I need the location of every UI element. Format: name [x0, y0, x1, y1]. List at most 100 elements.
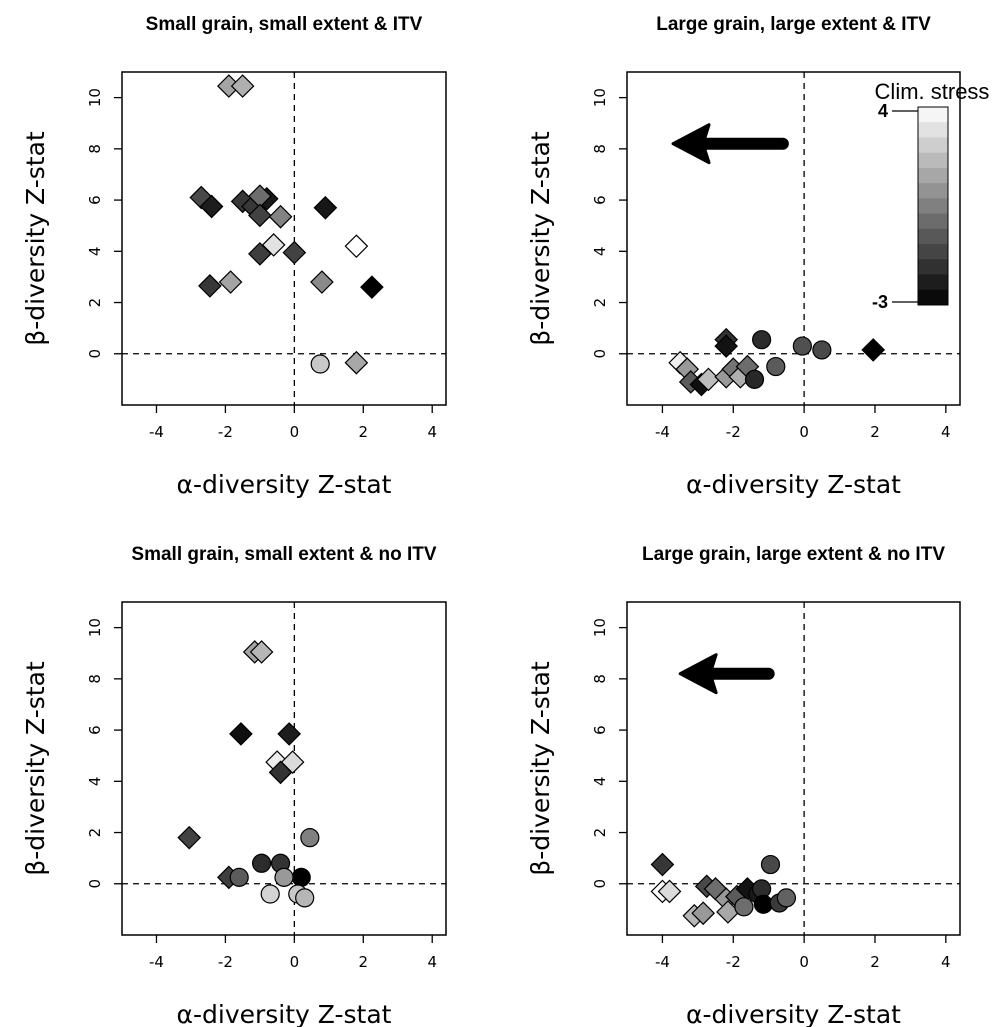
x-axis-label: α-diversity Z-stat: [686, 470, 901, 499]
data-point-diamond: [861, 338, 886, 362]
data-point-circle: [792, 336, 812, 356]
y-tick-label: 8: [591, 674, 609, 684]
data-point-circle: [260, 884, 280, 904]
panel-title: Small grain, small extent & ITV: [146, 14, 423, 35]
x-tick-label: 2: [870, 953, 880, 971]
legend-swatch: [918, 137, 948, 154]
data-point-diamond: [313, 195, 338, 220]
panel-2: Large grain, large extent & ITV -4 -2 0 2 4 0 2…: [526, 14, 961, 499]
legend-swatch: [918, 244, 948, 260]
data-point-circle: [753, 894, 773, 914]
y-axis-label: β-diversity Z-stat: [21, 661, 50, 876]
x-tick-label: -2: [726, 423, 741, 441]
y-tick-label: 6: [591, 725, 609, 735]
data-point-circle: [300, 828, 320, 848]
y-tick-label: 4: [86, 247, 104, 257]
x-tick-label: 0: [290, 423, 300, 441]
x-axis-label: α-diversity Z-stat: [686, 1000, 901, 1027]
y-tick-label: 8: [86, 674, 104, 684]
legend-swatch: [918, 198, 948, 215]
data-point-circle: [295, 888, 315, 908]
data-point-diamond: [248, 242, 272, 266]
data-point-diamond: [189, 185, 214, 210]
panel-title: Large grain, large extent & ITV: [656, 14, 931, 35]
x-tick-label: 4: [941, 423, 951, 441]
x-tick-label: 4: [427, 423, 437, 441]
x-tick-label: -2: [218, 953, 233, 971]
legend-swatch: [918, 213, 948, 230]
panel-4: Large grain, large extent & no ITV -4 -2 0 2…: [526, 544, 961, 1027]
y-tick-label: 0: [591, 879, 609, 889]
data-point-diamond: [268, 760, 293, 785]
data-point-diamond: [310, 270, 334, 294]
legend-swatch: [918, 228, 948, 245]
data-point-circle: [812, 340, 832, 360]
y-tick-label: 8: [591, 144, 609, 154]
legend-min-label: -3: [872, 292, 888, 312]
data-point-circle: [766, 356, 786, 377]
y-axis-label: β-diversity Z-stat: [21, 131, 50, 346]
x-tick-label: -4: [149, 953, 164, 971]
data-point-circle: [274, 867, 294, 887]
legend-swatch: [918, 107, 948, 123]
data-point-circle: [251, 853, 272, 873]
y-tick-label: 6: [86, 725, 104, 735]
legend-bar-outline: [917, 106, 949, 306]
data-point-diamond: [268, 204, 293, 229]
x-tick-label: 0: [799, 423, 809, 441]
data-point-diamond: [177, 825, 202, 850]
data-point-diamond: [650, 852, 675, 877]
legend-swatch: [918, 122, 948, 138]
y-tick-label: 2: [86, 828, 104, 838]
y-tick-label: 0: [591, 349, 609, 359]
data-point-diamond: [218, 270, 243, 294]
y-tick-label: 4: [86, 777, 104, 787]
x-tick-label: -4: [655, 953, 670, 971]
plot-frame: [121, 601, 447, 936]
legend-swatch: [918, 183, 948, 199]
y-axis-label: β-diversity Z-stat: [526, 131, 555, 346]
x-tick-label: 0: [290, 953, 300, 971]
y-tick-label: 2: [591, 828, 609, 838]
legend-swatch: [918, 289, 948, 306]
data-point-circle: [229, 867, 249, 887]
x-tick-label: 4: [941, 953, 951, 971]
x-tick-label: 0: [799, 953, 809, 971]
y-tick-label: 2: [591, 298, 609, 308]
y-axis-label: β-diversity Z-stat: [526, 661, 555, 876]
x-axis-label: α-diversity Z-stat: [177, 1000, 392, 1027]
data-point-diamond: [691, 901, 716, 926]
y-tick-label: 4: [591, 777, 609, 787]
y-tick-label: 10: [86, 88, 104, 107]
data-point-diamond: [199, 194, 224, 219]
x-tick-label: 2: [359, 423, 369, 441]
data-point-diamond: [230, 74, 255, 98]
trend-arrow: [678, 653, 775, 695]
data-point-circle: [760, 854, 781, 875]
data-point-circle: [310, 354, 330, 374]
data-point-diamond: [360, 275, 384, 300]
data-point-circle: [776, 888, 797, 908]
panel-1: Small grain, small extent & ITV -4 -2 0 2 4 0 2…: [21, 14, 447, 499]
panels: Small grain, small extent & ITV -4 -2 0 2 4 0 2…: [21, 14, 961, 1027]
legend-swatch: [918, 152, 948, 169]
x-tick-label: -2: [726, 953, 741, 971]
legend-title: Clim. stress: [875, 79, 990, 104]
y-tick-label: 6: [86, 195, 104, 205]
panel-3: Small grain, small extent & no ITV -4 -2 0 2…: [21, 544, 447, 1027]
plot-frame: [626, 71, 961, 406]
data-point-circle: [291, 867, 311, 887]
legend-swatch: [918, 259, 948, 276]
y-tick-label: 10: [86, 618, 104, 637]
data-point-diamond: [198, 274, 222, 298]
trend-arrow: [671, 123, 789, 165]
y-tick-label: 6: [591, 195, 609, 205]
data-point-diamond: [714, 334, 739, 358]
panel-title: Small grain, small extent & no ITV: [131, 544, 436, 565]
x-tick-label: -2: [218, 423, 233, 441]
x-tick-label: -4: [149, 423, 164, 441]
x-tick-label: 2: [359, 953, 369, 971]
legend-max-label: 4: [878, 101, 888, 121]
